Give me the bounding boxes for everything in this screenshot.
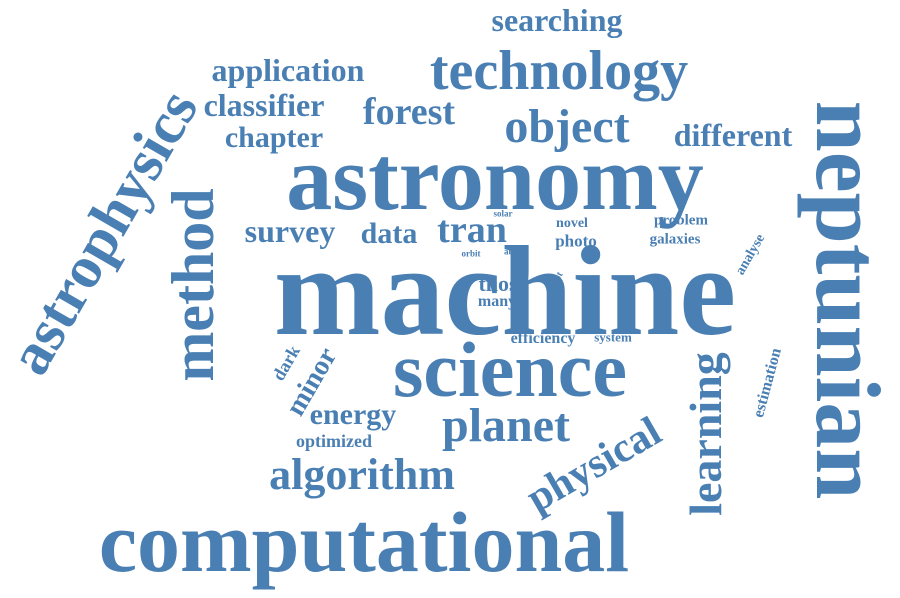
word-application: application [211,52,365,88]
word-neptunian: neptunian [797,100,899,500]
word-science: science [393,326,627,413]
word-different: different [673,117,793,153]
word-system: system [594,329,632,345]
word-efficiency: efficiency [510,330,576,347]
word-computational: computational [98,494,630,590]
word-estimation: estimation [750,346,785,420]
word-many: many [477,293,517,310]
word-tnos: tnos [478,271,518,296]
word-energy: energy [309,398,397,431]
word-method: method [160,188,226,382]
word-object: object [504,100,630,153]
word-machine: machine [273,220,737,362]
word-novel: novel [556,216,588,231]
word-optimized: optimized [296,431,372,451]
word-able: able [503,246,521,257]
word-technology: technology [429,40,689,102]
word-orbit: orbit [461,248,481,259]
word-solar: solar [493,208,513,219]
word-chapter: chapter [224,121,324,154]
word-learning: learning [680,352,731,516]
word-data: data [360,217,418,250]
word-planet: planet [441,399,571,452]
word-searching: searching [491,2,623,38]
word-classifier: classifier [203,87,325,123]
word-tran: tran [437,209,507,251]
word-algorithm: algorithm [269,450,455,499]
word-astronomy: astronomy [286,127,704,229]
word-photo: photo [555,231,597,251]
word-galaxies: galaxies [649,231,701,248]
word-problem: problem [654,212,708,229]
word-analyse: analyse [732,231,769,278]
word-forest: forest [362,91,456,133]
word-survey: survey [244,213,336,249]
